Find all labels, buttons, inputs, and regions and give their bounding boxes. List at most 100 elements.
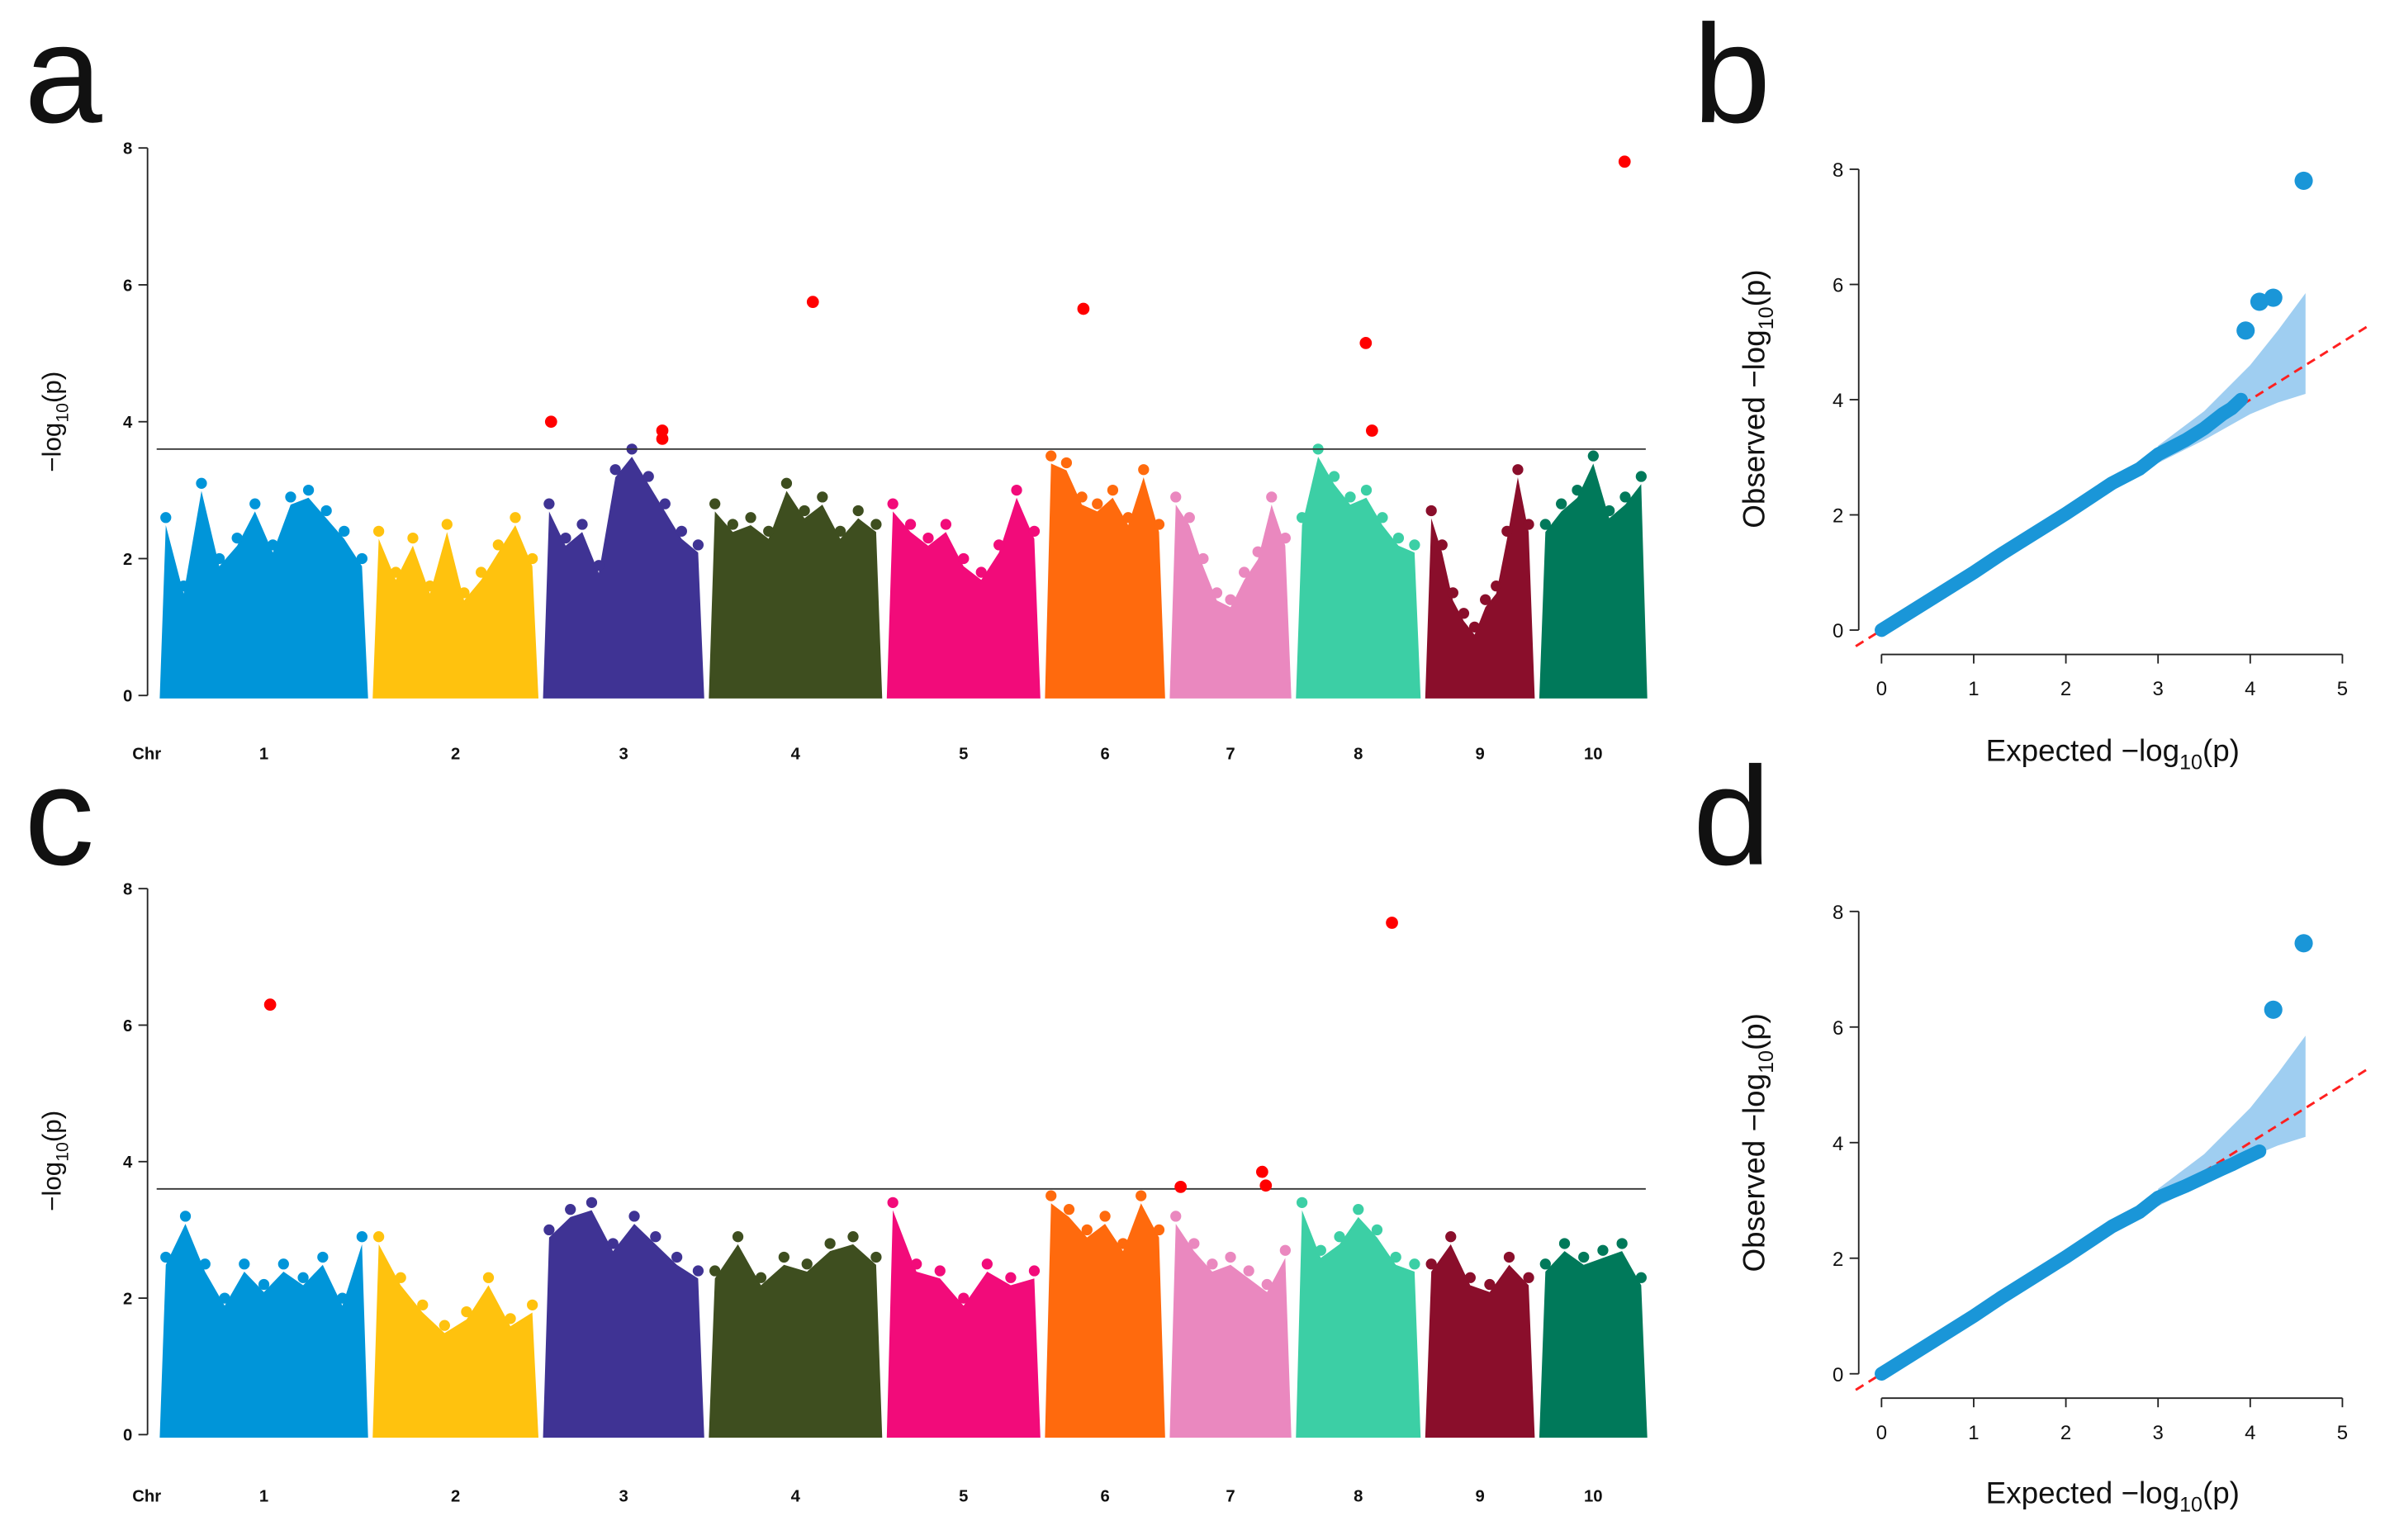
axis-label-sub: 10 bbox=[1755, 1050, 1778, 1073]
x-tick-label: 4 bbox=[2245, 1422, 2255, 1444]
snp-point bbox=[417, 1299, 429, 1310]
snp-point bbox=[1107, 484, 1119, 496]
snp-point bbox=[560, 532, 571, 544]
snp-point bbox=[372, 1231, 385, 1243]
snp-point bbox=[1296, 1196, 1308, 1208]
snp-point bbox=[847, 1231, 859, 1243]
snp-point bbox=[1597, 1244, 1609, 1256]
chromosome-mass bbox=[543, 1210, 704, 1438]
snp-point bbox=[1458, 608, 1470, 619]
significant-snp bbox=[1359, 337, 1373, 349]
snp-point bbox=[799, 505, 810, 517]
chromosome-mass bbox=[372, 524, 539, 699]
qq-point bbox=[2264, 288, 2283, 307]
chromosome-label: 4 bbox=[791, 746, 801, 764]
axis-label-arg: (p) bbox=[2202, 1476, 2240, 1509]
axis-label: −log10(p) bbox=[38, 372, 73, 472]
snp-point bbox=[1279, 1244, 1291, 1256]
qq-point bbox=[2236, 321, 2255, 340]
chromosome-label: 7 bbox=[1226, 1487, 1235, 1505]
snp-point bbox=[642, 471, 654, 482]
snp-point bbox=[277, 1258, 289, 1270]
snp-point bbox=[727, 519, 738, 530]
snp-point bbox=[458, 587, 470, 599]
snp-point bbox=[1480, 594, 1491, 605]
snp-point bbox=[1635, 1272, 1647, 1283]
snp-point bbox=[1523, 519, 1534, 530]
snp-point bbox=[441, 519, 453, 530]
snp-point bbox=[356, 552, 367, 565]
x-axis-label: Chr bbox=[132, 746, 161, 764]
chromosome-label: 6 bbox=[1100, 746, 1109, 764]
x-tick-label: 2 bbox=[2060, 1422, 2071, 1444]
chromosome-mass bbox=[1539, 1251, 1648, 1438]
chromosome-label: 9 bbox=[1475, 1487, 1484, 1505]
significant-snp bbox=[1255, 1165, 1268, 1178]
chromosome-mass bbox=[372, 1244, 539, 1438]
snp-point bbox=[1170, 1211, 1182, 1222]
y-tick-label: 0 bbox=[123, 688, 132, 706]
axis-label-arg: (p) bbox=[1738, 269, 1771, 306]
snp-point bbox=[1425, 1258, 1437, 1270]
axis-label-text: −log bbox=[2121, 1476, 2179, 1509]
confidence-band bbox=[2158, 1035, 2306, 1206]
snp-point bbox=[258, 1278, 270, 1291]
snp-point bbox=[780, 477, 793, 489]
chromosome-label: 3 bbox=[619, 746, 628, 764]
axis-label-sub: 10 bbox=[52, 403, 72, 423]
chromosome-mass bbox=[543, 457, 704, 699]
snp-point bbox=[609, 464, 621, 476]
axis-label-word: Expected bbox=[1986, 733, 2113, 767]
snp-point bbox=[852, 505, 864, 517]
snp-point bbox=[1616, 1238, 1628, 1249]
snp-point bbox=[267, 539, 278, 551]
axis-label: Observed −log10(p) bbox=[1738, 1013, 1778, 1272]
snp-point bbox=[1447, 587, 1458, 599]
snp-point bbox=[339, 525, 350, 537]
snp-point bbox=[745, 512, 756, 524]
snp-point bbox=[1225, 1251, 1236, 1263]
snp-point bbox=[1028, 1265, 1041, 1277]
snp-point bbox=[1011, 484, 1022, 496]
chromosome-label: 10 bbox=[1584, 1487, 1603, 1505]
panel-letter: a bbox=[24, 0, 102, 152]
snp-point bbox=[1315, 1244, 1326, 1256]
space bbox=[2112, 733, 2121, 767]
snp-point bbox=[336, 1292, 349, 1304]
snp-point bbox=[1436, 539, 1448, 551]
y-tick-label: 0 bbox=[1833, 1364, 1843, 1386]
axis-label-sub: 10 bbox=[2179, 751, 2202, 775]
snp-point bbox=[801, 1258, 813, 1270]
chromosome-label: 5 bbox=[959, 1487, 968, 1505]
snp-point bbox=[1556, 498, 1567, 509]
axis-label-sub: 10 bbox=[1755, 306, 1778, 329]
snp-point bbox=[1572, 484, 1583, 496]
snp-point bbox=[510, 512, 521, 524]
chromosome-mass bbox=[709, 1244, 883, 1438]
snp-point bbox=[178, 580, 189, 592]
y-tick-label: 2 bbox=[1833, 1249, 1843, 1271]
snp-point bbox=[1138, 464, 1150, 476]
axis-label-text: −log bbox=[2121, 733, 2179, 767]
snp-point bbox=[671, 1251, 683, 1263]
panel-letter: c bbox=[24, 738, 94, 894]
y-tick-label: 4 bbox=[123, 414, 133, 432]
snp-point bbox=[1060, 457, 1073, 469]
snp-point bbox=[1092, 498, 1103, 509]
snp-point bbox=[732, 1231, 744, 1243]
qq-point bbox=[2294, 171, 2313, 190]
chromosome-mass bbox=[1425, 1244, 1535, 1438]
snp-point bbox=[407, 532, 419, 544]
snp-point bbox=[958, 552, 970, 565]
space bbox=[2112, 1476, 2121, 1509]
x-tick-label: 4 bbox=[2245, 678, 2255, 700]
snp-point bbox=[390, 566, 401, 578]
significant-snp bbox=[1366, 424, 1378, 437]
chromosome-mass bbox=[1045, 463, 1165, 699]
x-tick-label: 1 bbox=[1968, 678, 1979, 700]
snp-point bbox=[1122, 512, 1134, 524]
snp-point bbox=[1587, 450, 1599, 462]
y-tick-label: 8 bbox=[1833, 159, 1843, 182]
chromosome-label: 4 bbox=[791, 1487, 801, 1505]
